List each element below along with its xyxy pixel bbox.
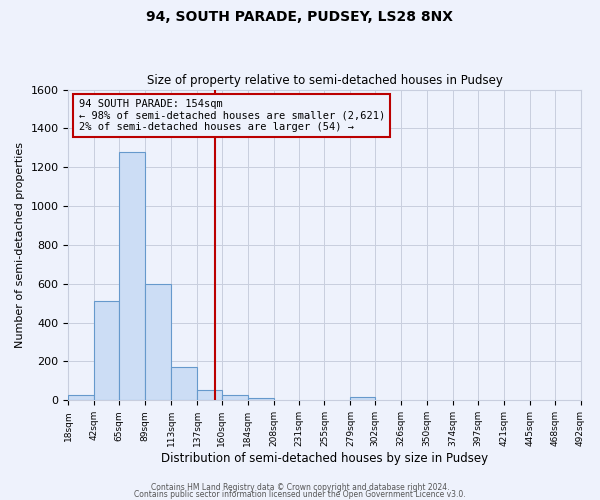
Bar — [68, 396, 94, 400]
Text: Contains public sector information licensed under the Open Government Licence v3: Contains public sector information licen… — [134, 490, 466, 499]
Bar — [222, 396, 248, 400]
X-axis label: Distribution of semi-detached houses by size in Pudsey: Distribution of semi-detached houses by … — [161, 452, 488, 465]
Title: Size of property relative to semi-detached houses in Pudsey: Size of property relative to semi-detach… — [146, 74, 502, 87]
Y-axis label: Number of semi-detached properties: Number of semi-detached properties — [15, 142, 25, 348]
Bar — [94, 302, 119, 400]
Bar — [119, 152, 145, 400]
Bar — [248, 398, 274, 400]
Text: 94, SOUTH PARADE, PUDSEY, LS28 8NX: 94, SOUTH PARADE, PUDSEY, LS28 8NX — [146, 10, 454, 24]
Text: Contains HM Land Registry data © Crown copyright and database right 2024.: Contains HM Land Registry data © Crown c… — [151, 484, 449, 492]
Text: 94 SOUTH PARADE: 154sqm
← 98% of semi-detached houses are smaller (2,621)
2% of : 94 SOUTH PARADE: 154sqm ← 98% of semi-de… — [79, 99, 385, 132]
Bar — [197, 390, 222, 400]
Bar — [171, 368, 197, 400]
Bar — [145, 284, 171, 401]
Bar — [350, 398, 375, 400]
